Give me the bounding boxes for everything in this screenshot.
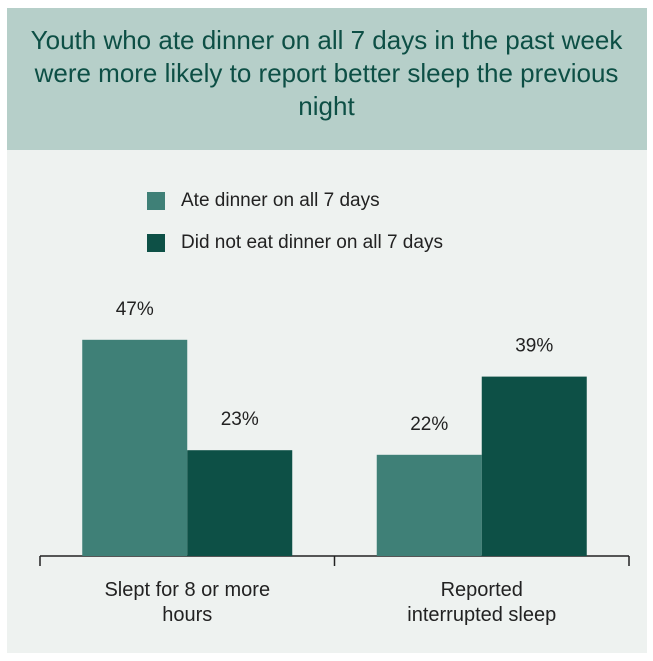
value-label: 22% bbox=[410, 414, 448, 435]
x-tick-label: Reported interrupted sleep bbox=[407, 579, 557, 626]
value-label: 39% bbox=[515, 336, 553, 357]
legend-swatch bbox=[147, 234, 165, 252]
bar bbox=[481, 376, 587, 556]
header-band bbox=[7, 8, 647, 150]
legend-label: Did not eat dinner on all 7 days bbox=[181, 232, 443, 253]
bar bbox=[376, 454, 482, 556]
bar bbox=[82, 339, 188, 556]
chart-title: Youth who ate dinner on all 7 days in th… bbox=[30, 25, 623, 121]
legend-swatch bbox=[147, 192, 165, 210]
bar bbox=[187, 450, 293, 556]
legend-label: Ate dinner on all 7 days bbox=[181, 190, 380, 211]
value-label: 23% bbox=[221, 409, 259, 430]
value-label: 47% bbox=[116, 299, 154, 320]
x-tick-label: Slept for 8 or more hours bbox=[104, 579, 271, 626]
